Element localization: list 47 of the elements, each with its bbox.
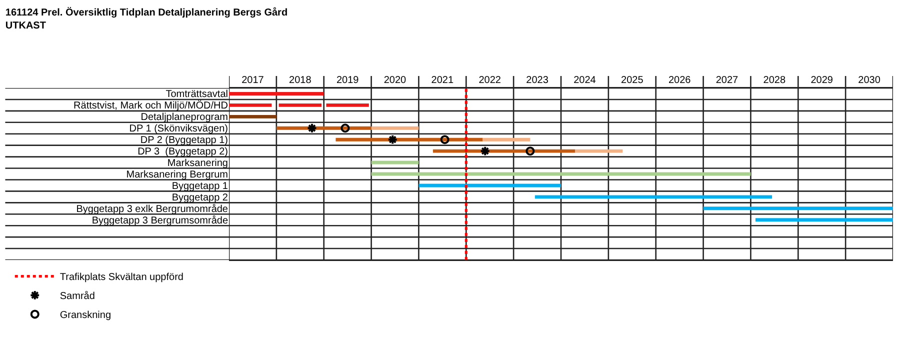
- y-tick-label: Marksanering Bergrum: [126, 170, 228, 180]
- bar: [482, 138, 530, 142]
- x-tick-label: 2030: [858, 75, 881, 86]
- x-tick-label: 2018: [289, 75, 312, 86]
- y-tick-label: Byggetapp 1: [172, 180, 228, 192]
- y-tick-label: DP 2 (Byggetapp 1): [140, 135, 228, 146]
- x-tick-label: 2019: [336, 75, 360, 86]
- bar: [326, 103, 369, 107]
- y-tick-label: Byggetapp 3 Bergrumsområde: [92, 214, 228, 226]
- x-tick-label: 2025: [621, 75, 644, 86]
- text: 161124 Prel. Översiktlig Tidplan Detaljplanering Bergs Gård: [5, 6, 288, 18]
- bar: [534, 195, 772, 199]
- x-tick-label: 2027: [716, 75, 739, 86]
- y-tick-label: Rättstvist, Mark och Miljö/MÖD/HD: [74, 100, 228, 112]
- point: [440, 135, 450, 144]
- x-tick-label: 2029: [810, 75, 834, 86]
- y-tick-label: DP 3 (Byggetapp 2): [138, 146, 228, 158]
- legend-label: Granskning: [60, 310, 112, 322]
- y-tick-label: Byggetapp 3 exlk Bergrumområde: [76, 202, 228, 215]
- x-tick-label: 2024: [574, 75, 596, 86]
- point: [387, 134, 398, 145]
- x-tick-label: 2020: [384, 75, 407, 86]
- x-tick-label: 2022: [478, 75, 502, 86]
- bar: [755, 218, 893, 222]
- legend-label: Trafikplats Skvältan uppförd: [60, 272, 184, 284]
- x-tick-label: 2017: [242, 75, 264, 86]
- y-tick-label: DP 1 (Skönviksvägen): [129, 124, 228, 135]
- x-tick-label: 2021: [431, 75, 454, 86]
- y-tick-label: Tomträttsavtal: [166, 89, 228, 100]
- bar: [575, 149, 623, 153]
- x-tick-label: 2028: [763, 75, 786, 86]
- y-tick-label: Detaljplaneprogram: [140, 112, 228, 124]
- bar: [371, 126, 419, 130]
- y-tick-label: Byggetapp 2: [172, 192, 228, 204]
- point: [340, 124, 350, 133]
- bar: [371, 160, 419, 164]
- point: [480, 146, 490, 156]
- point: [306, 122, 318, 134]
- y-tick-label: Marksanering: [167, 158, 228, 170]
- bar: [336, 138, 483, 142]
- point: [526, 146, 535, 156]
- bar: [703, 206, 893, 210]
- legend-label: Samråd: [60, 290, 95, 302]
- x-tick-label: 2023: [526, 75, 549, 86]
- x-tick-label: 2026: [668, 75, 692, 86]
- text: UTKAST: [5, 20, 46, 32]
- bar: [229, 114, 276, 118]
